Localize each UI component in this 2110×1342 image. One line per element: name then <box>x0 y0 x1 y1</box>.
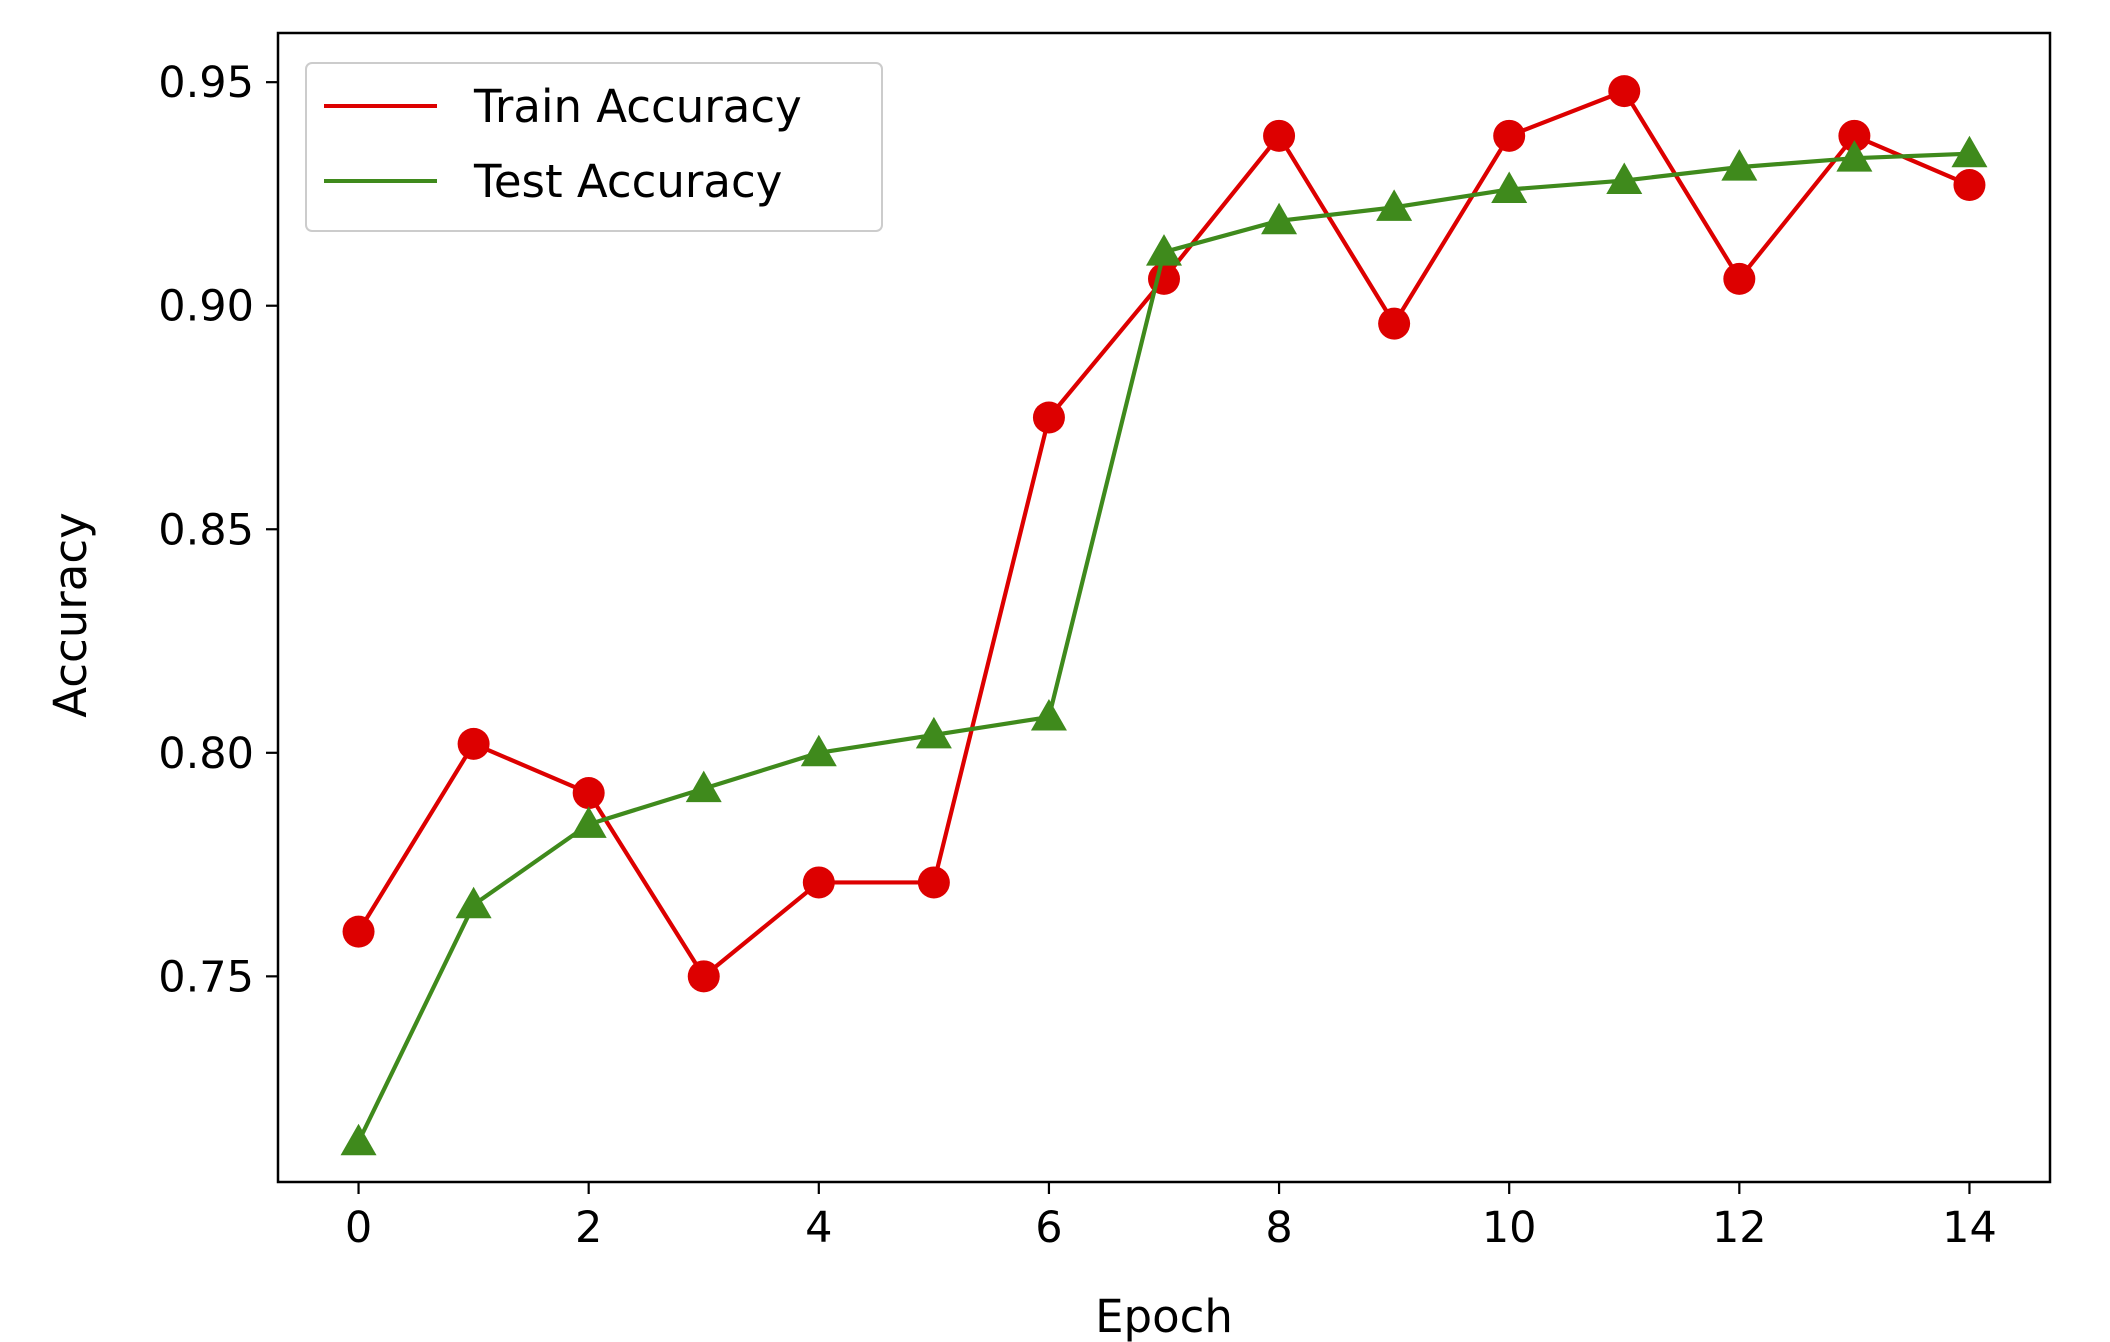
x-tick-label: 4 <box>805 1203 832 1253</box>
y-tick-label: 0.75 <box>158 952 254 1002</box>
data-point-test-accuracy <box>1146 234 1182 266</box>
data-point-train-accuracy <box>1378 307 1411 340</box>
data-point-train-accuracy <box>342 915 375 948</box>
data-point-train-accuracy <box>687 960 720 993</box>
data-point-test-accuracy <box>1951 135 1988 168</box>
data-point-test-accuracy <box>1836 140 1873 172</box>
legend-label-test-accuracy: Test Accuracy <box>473 155 782 208</box>
x-tick-label: 14 <box>1942 1203 1997 1253</box>
data-point-test-accuracy <box>455 886 492 919</box>
plot-frame <box>276 31 2052 1184</box>
data-point-test-accuracy <box>685 770 722 803</box>
y-axis-label: Accuracy <box>44 512 97 717</box>
legend-box <box>305 62 883 232</box>
x-tick-label: 10 <box>1482 1203 1537 1253</box>
data-point-train-accuracy <box>1263 119 1296 152</box>
data-point-test-accuracy <box>1491 171 1528 203</box>
data-point-test-accuracy <box>1721 149 1758 181</box>
data-point-test-accuracy <box>1376 189 1413 221</box>
data-point-test-accuracy <box>1606 162 1643 195</box>
x-tick-label: 2 <box>575 1203 602 1253</box>
x-tick-label: 0 <box>345 1203 372 1253</box>
data-point-train-accuracy <box>457 727 490 760</box>
legend: Train Accuracy Test Accuracy <box>305 62 883 232</box>
x-tick-label: 8 <box>1265 1203 1292 1253</box>
y-tick-label: 0.80 <box>158 729 254 779</box>
data-point-test-accuracy <box>1261 202 1298 235</box>
x-axis-label: Epoch <box>1095 1290 1233 1342</box>
x-tick-label: 6 <box>1035 1203 1062 1253</box>
data-point-train-accuracy <box>1608 75 1641 108</box>
y-tick-label: 0.95 <box>158 58 254 108</box>
data-point-train-accuracy <box>917 866 950 899</box>
data-point-train-accuracy <box>1493 119 1526 152</box>
data-point-test-accuracy <box>1030 699 1067 731</box>
data-point-train-accuracy <box>802 866 835 899</box>
data-point-train-accuracy <box>1953 169 1986 202</box>
data-point-train-accuracy <box>1723 262 1756 295</box>
x-tick-label: 12 <box>1712 1203 1767 1253</box>
y-tick-label: 0.90 <box>158 282 254 332</box>
data-point-train-accuracy <box>1032 401 1065 434</box>
y-tick-label: 0.85 <box>158 505 254 555</box>
x-axis: 0 2 4 6 8 10 12 14 <box>345 1182 1997 1253</box>
legend-label-train-accuracy: Train Accuracy <box>473 80 802 133</box>
data-point-train-accuracy <box>572 777 605 810</box>
data-point-test-accuracy <box>340 1123 377 1156</box>
y-axis: 0.75 0.80 0.85 0.90 0.95 <box>158 58 278 1002</box>
data-point-test-accuracy <box>570 806 607 838</box>
series-layer <box>340 75 1988 1156</box>
data-point-train-accuracy <box>1838 119 1871 152</box>
data-point-test-accuracy <box>915 716 952 749</box>
data-point-test-accuracy <box>800 734 837 767</box>
